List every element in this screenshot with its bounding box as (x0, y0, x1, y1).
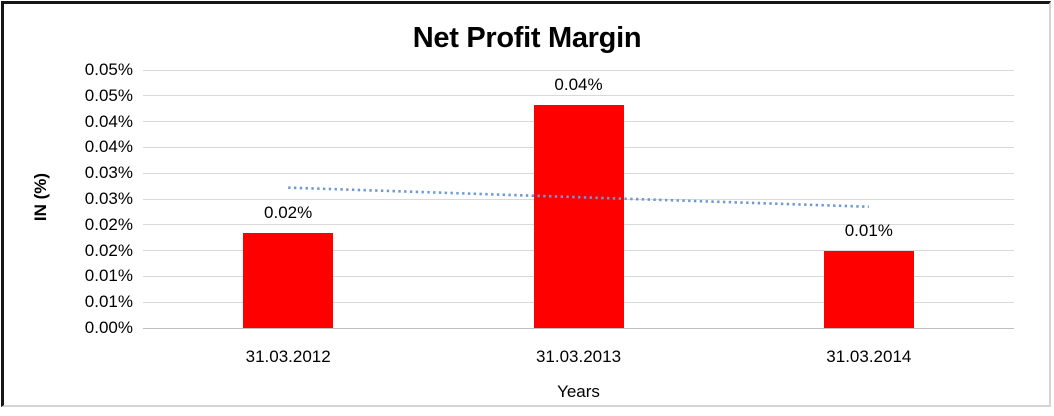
bar-data-label: 0.04% (554, 75, 603, 95)
y-tick-label: 0.03% (84, 163, 133, 183)
bar-31.03.2014 (823, 250, 914, 328)
category-label: 31.03.2013 (535, 347, 622, 366)
y-tick-label: 0.02% (84, 214, 133, 234)
bar-data-label: 0.01% (844, 220, 893, 240)
y-tick-label: 0.02% (84, 240, 133, 260)
bar-31.03.2013 (533, 105, 624, 328)
chart-title: Net Profit Margin (412, 22, 642, 54)
trendline (288, 186, 869, 209)
bar-31.03.2012 (243, 232, 334, 328)
y-tick-label: 0.04% (84, 137, 133, 157)
y-tick-label: 0.05% (84, 60, 133, 79)
y-tick-label: 0.05% (84, 85, 133, 105)
y-tick-label: 0.04% (84, 111, 133, 131)
y-tick-label: 0.01% (84, 266, 133, 286)
category-label: 31.03.2012 (245, 347, 331, 366)
x-axis-title: Years (557, 382, 600, 401)
category-label: 31.03.2014 (826, 347, 912, 366)
gridline (143, 95, 1014, 97)
y-tick-label: 0.03% (84, 189, 133, 208)
y-tick-label: 0.00% (84, 318, 133, 337)
chart-frame-border (1, 1, 1051, 407)
gridline (143, 69, 1014, 71)
y-axis-title: IN (%) (31, 172, 50, 222)
x-axis-line (143, 327, 1014, 329)
bar-data-label: 0.02% (264, 202, 313, 222)
y-tick-label: 0.01% (84, 292, 133, 312)
